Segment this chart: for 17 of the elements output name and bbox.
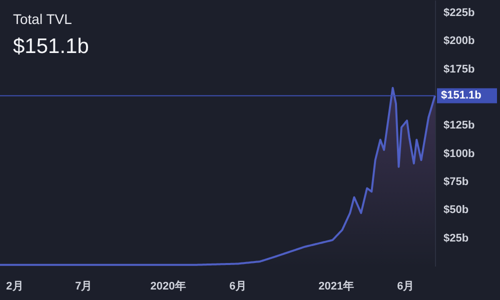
x-tick-label: 2020年 — [150, 280, 186, 292]
text: $151.1b — [13, 35, 89, 58]
x-tick-label: 2021年 — [318, 280, 354, 292]
y-tick-label: $225b — [444, 6, 475, 19]
y-tick-label: $125b — [444, 120, 475, 132]
x-tick-label: 6月 — [229, 280, 247, 292]
y-tick-label: $100b — [444, 148, 475, 160]
y-tick-label: $25b — [444, 232, 469, 244]
x-tick-label: 2月 — [6, 280, 24, 292]
y-tick-label: $200b — [444, 35, 475, 48]
x-tick-label: 6月 — [397, 280, 414, 292]
x-tick-label: 7月 — [75, 280, 92, 292]
ref-line-label: $151.1b — [441, 90, 482, 102]
text: Total TVL — [13, 11, 72, 27]
y-tick-label: $175b — [444, 63, 475, 76]
y-tick-label: $75b — [444, 176, 469, 188]
y-tick-label: $50b — [444, 204, 469, 216]
